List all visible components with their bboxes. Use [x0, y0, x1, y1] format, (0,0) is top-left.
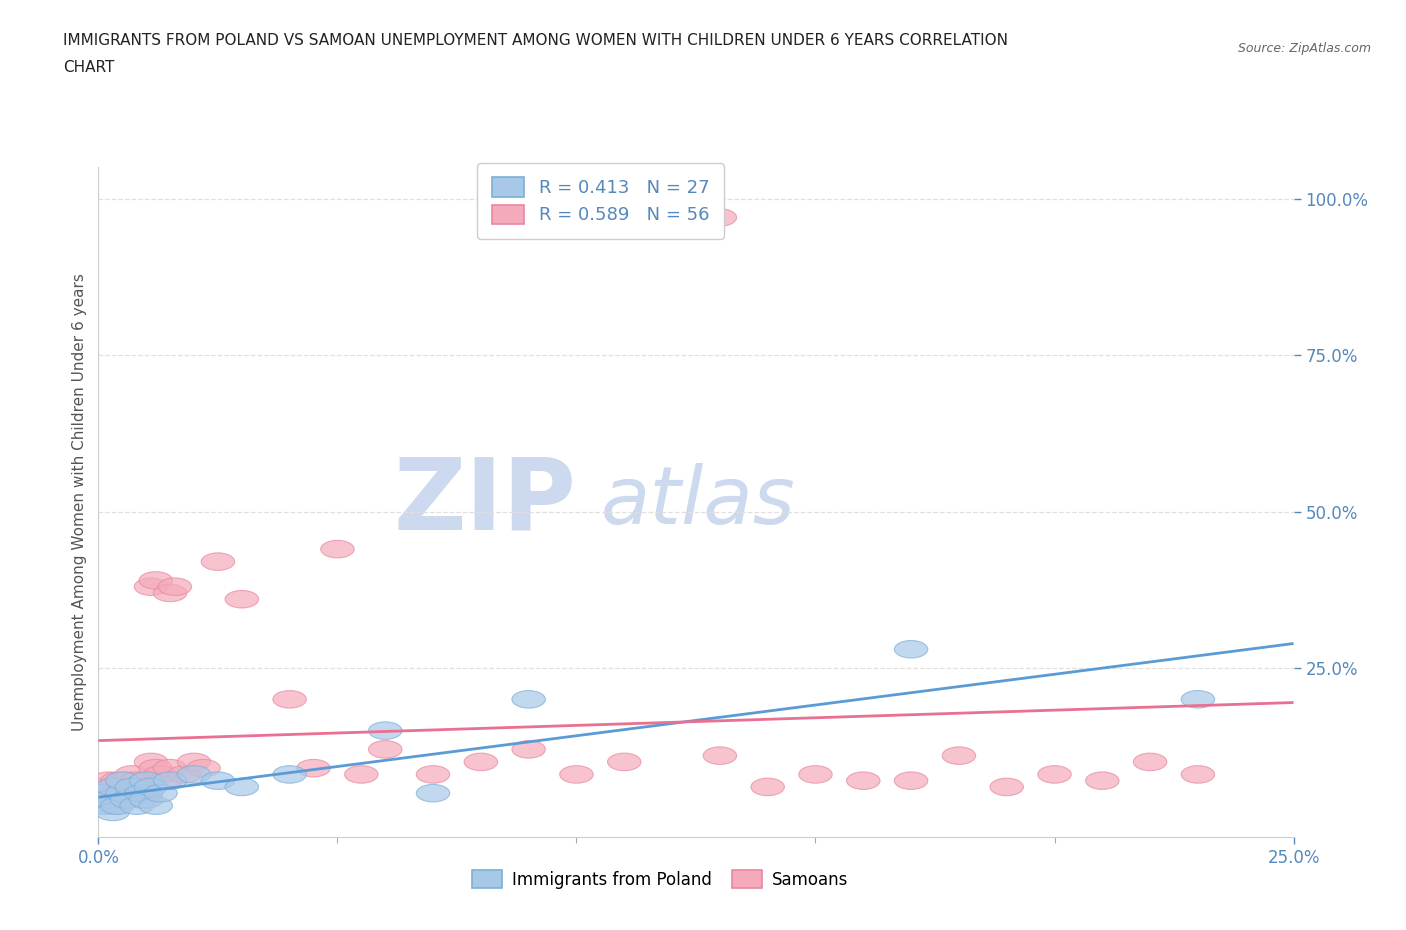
Ellipse shape	[225, 778, 259, 796]
Ellipse shape	[96, 778, 129, 796]
Ellipse shape	[143, 784, 177, 802]
Ellipse shape	[96, 778, 129, 796]
Ellipse shape	[91, 784, 125, 802]
Ellipse shape	[751, 778, 785, 796]
Ellipse shape	[368, 722, 402, 739]
Ellipse shape	[177, 765, 211, 783]
Ellipse shape	[703, 208, 737, 226]
Ellipse shape	[111, 784, 143, 802]
Ellipse shape	[101, 772, 135, 790]
Ellipse shape	[135, 578, 167, 595]
Ellipse shape	[167, 765, 201, 783]
Ellipse shape	[416, 765, 450, 783]
Legend: Immigrants from Poland, Samoans: Immigrants from Poland, Samoans	[465, 864, 855, 896]
Ellipse shape	[177, 753, 211, 771]
Ellipse shape	[111, 772, 143, 790]
Ellipse shape	[101, 797, 135, 815]
Ellipse shape	[607, 753, 641, 771]
Ellipse shape	[115, 778, 149, 796]
Ellipse shape	[273, 765, 307, 783]
Ellipse shape	[101, 784, 135, 802]
Ellipse shape	[129, 784, 163, 802]
Ellipse shape	[1038, 765, 1071, 783]
Ellipse shape	[115, 765, 149, 783]
Ellipse shape	[87, 784, 120, 802]
Ellipse shape	[1181, 765, 1215, 783]
Ellipse shape	[1181, 691, 1215, 708]
Ellipse shape	[846, 772, 880, 790]
Ellipse shape	[942, 747, 976, 764]
Ellipse shape	[96, 797, 129, 815]
Ellipse shape	[344, 765, 378, 783]
Ellipse shape	[139, 572, 173, 590]
Ellipse shape	[368, 740, 402, 758]
Ellipse shape	[129, 772, 163, 790]
Ellipse shape	[87, 790, 120, 808]
Ellipse shape	[799, 765, 832, 783]
Ellipse shape	[153, 584, 187, 602]
Text: Source: ZipAtlas.com: Source: ZipAtlas.com	[1237, 42, 1371, 55]
Text: atlas: atlas	[600, 463, 796, 541]
Ellipse shape	[149, 772, 183, 790]
Ellipse shape	[135, 778, 167, 796]
Ellipse shape	[111, 790, 143, 808]
Ellipse shape	[321, 540, 354, 558]
Ellipse shape	[125, 784, 159, 802]
Ellipse shape	[105, 784, 139, 802]
Y-axis label: Unemployment Among Women with Children Under 6 years: Unemployment Among Women with Children U…	[72, 273, 87, 731]
Ellipse shape	[139, 760, 173, 777]
Ellipse shape	[273, 691, 307, 708]
Ellipse shape	[153, 760, 187, 777]
Ellipse shape	[125, 790, 159, 808]
Ellipse shape	[120, 797, 153, 815]
Ellipse shape	[297, 760, 330, 777]
Ellipse shape	[135, 753, 167, 771]
Ellipse shape	[1085, 772, 1119, 790]
Ellipse shape	[139, 797, 173, 815]
Ellipse shape	[655, 215, 689, 232]
Ellipse shape	[115, 778, 149, 796]
Ellipse shape	[120, 784, 153, 802]
Ellipse shape	[105, 772, 139, 790]
Ellipse shape	[990, 778, 1024, 796]
Ellipse shape	[87, 797, 120, 815]
Ellipse shape	[464, 753, 498, 771]
Ellipse shape	[129, 790, 163, 808]
Text: ZIP: ZIP	[394, 454, 576, 551]
Ellipse shape	[512, 740, 546, 758]
Ellipse shape	[187, 760, 221, 777]
Ellipse shape	[894, 641, 928, 658]
Ellipse shape	[105, 778, 139, 796]
Ellipse shape	[201, 772, 235, 790]
Ellipse shape	[129, 772, 163, 790]
Ellipse shape	[703, 747, 737, 764]
Ellipse shape	[96, 804, 129, 821]
Ellipse shape	[143, 765, 177, 783]
Ellipse shape	[91, 790, 125, 808]
Ellipse shape	[91, 772, 125, 790]
Ellipse shape	[560, 765, 593, 783]
Ellipse shape	[153, 772, 187, 790]
Text: CHART: CHART	[63, 60, 115, 75]
Ellipse shape	[512, 691, 546, 708]
Text: IMMIGRANTS FROM POLAND VS SAMOAN UNEMPLOYMENT AMONG WOMEN WITH CHILDREN UNDER 6 : IMMIGRANTS FROM POLAND VS SAMOAN UNEMPLO…	[63, 33, 1008, 47]
Ellipse shape	[894, 772, 928, 790]
Ellipse shape	[416, 784, 450, 802]
Ellipse shape	[159, 578, 191, 595]
Ellipse shape	[120, 772, 153, 790]
Ellipse shape	[1133, 753, 1167, 771]
Ellipse shape	[105, 790, 139, 808]
Ellipse shape	[87, 778, 120, 796]
Ellipse shape	[225, 591, 259, 608]
Ellipse shape	[201, 553, 235, 570]
